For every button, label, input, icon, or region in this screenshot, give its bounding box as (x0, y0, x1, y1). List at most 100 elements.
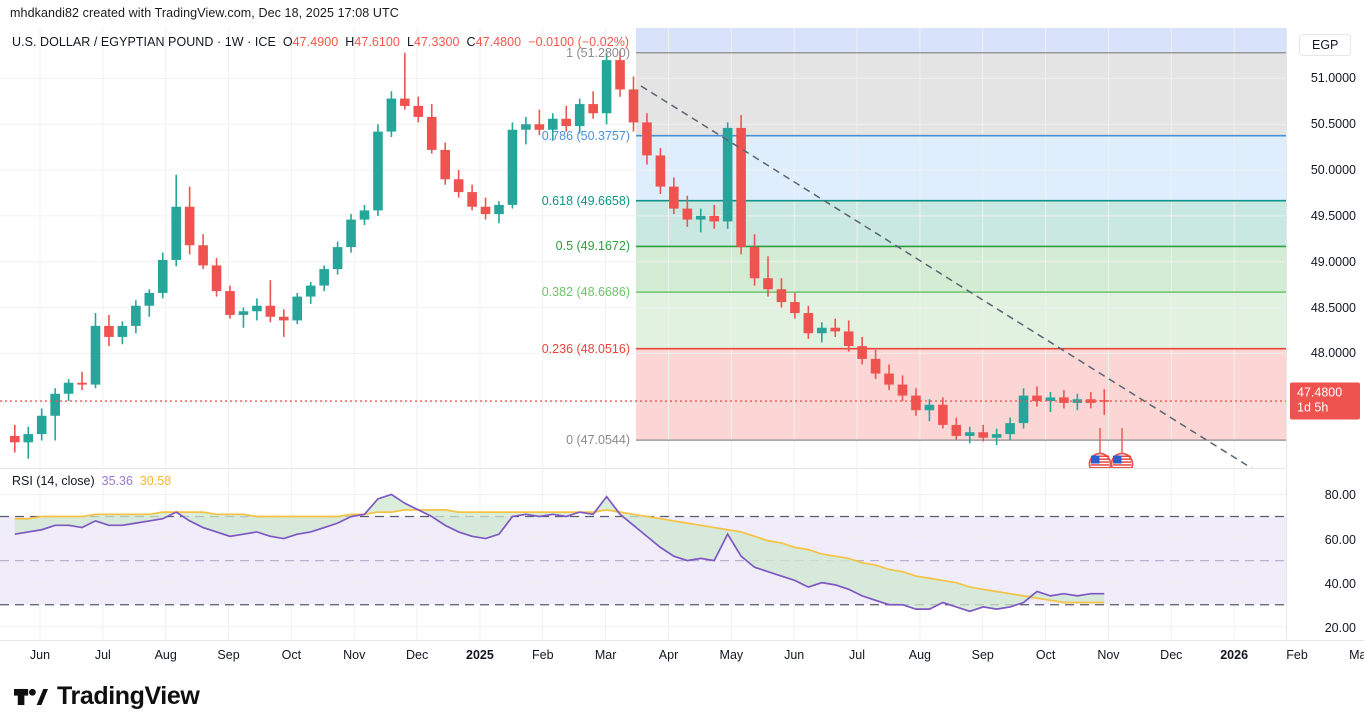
legend-interval[interactable]: 1W (224, 35, 244, 49)
fib-zone-1 (636, 52, 1286, 136)
time-tick-dec: Dec (405, 648, 429, 662)
rsi-ma-fill (14, 494, 1105, 612)
candle (426, 116, 437, 150)
candle (1072, 399, 1083, 403)
legend-close-value: 47.4800 (475, 35, 522, 49)
time-tick-feb: Feb (1286, 648, 1308, 662)
time-tick-jun: Jun (784, 648, 805, 662)
rsi-legend: RSI (14, close) 35.36 30.58 (12, 474, 171, 488)
price-plot (0, 28, 1286, 468)
candle (373, 131, 383, 211)
fib-label-0-382: 0.382 (48.6686) (541, 285, 630, 300)
candle (736, 127, 746, 248)
fib-label-1: 1 (51.2800) (566, 45, 630, 60)
current-price-badge[interactable]: 47.4800 1d 5h (1290, 382, 1360, 420)
candle (817, 327, 827, 334)
candle (171, 206, 181, 260)
candle (10, 435, 20, 443)
candle (225, 291, 235, 315)
time-tick-jul: Jul (94, 648, 111, 662)
time-tick-sep: Sep (217, 648, 240, 662)
candle (494, 204, 504, 215)
time-tick-may: May (719, 648, 744, 662)
time-tick-feb: Feb (532, 648, 554, 662)
pane-divider[interactable] (0, 468, 1286, 469)
candle (480, 206, 491, 215)
candle (722, 127, 733, 222)
rsi-scale[interactable]: 80.00 60.00 40.00 20.00 (1286, 469, 1364, 640)
time-tick-2026: 2026 (1220, 648, 1249, 662)
tradingview-logo[interactable]: TradingView (14, 682, 200, 711)
candle (211, 265, 222, 292)
candle (292, 296, 303, 321)
fib-zone-6 (636, 348, 1286, 441)
price-tick-0: 51.0000 (1310, 71, 1356, 86)
tradingview-mark-icon (14, 688, 48, 705)
candle (763, 278, 773, 290)
legend-symbol[interactable]: U.S. DOLLAR / EGYPTIAN POUND (12, 35, 214, 49)
price-tick-6: 48.0000 (1310, 346, 1356, 361)
candle (400, 98, 410, 106)
candle (453, 179, 464, 193)
candle (938, 404, 948, 425)
time-tick-aug: Aug (154, 648, 177, 662)
candle (588, 104, 598, 114)
currency-label[interactable]: EGP (1299, 34, 1352, 56)
candle (749, 247, 760, 279)
candle (682, 208, 693, 220)
price-pane[interactable]: U.S. DOLLAR / EGYPTIAN POUND · 1W · ICE … (0, 28, 1286, 468)
candle (574, 104, 585, 127)
legend-open-label: O (282, 35, 293, 49)
candle (830, 327, 841, 332)
candle (964, 432, 975, 436)
price-tick-1: 50.5000 (1310, 117, 1356, 132)
candle (803, 313, 814, 334)
time-tick-jun: Jun (29, 648, 51, 662)
price-tick-3: 49.5000 (1310, 208, 1356, 223)
rsi-line (14, 493, 1105, 613)
legend-close-label: C (466, 35, 476, 49)
time-tick-mar: Mar (1349, 648, 1364, 662)
rsi-plot (0, 468, 1286, 640)
fib-zone-3 (636, 200, 1286, 247)
fib-label-0-786: 0.786 (50.3757) (541, 128, 630, 143)
candle (790, 302, 800, 314)
candle (265, 305, 276, 317)
legend-high-label: H (345, 35, 355, 49)
price-scale[interactable]: EGP 51.0000 50.5000 50.0000 49.5000 49.0000 4… (1286, 28, 1364, 468)
candle (857, 346, 867, 359)
time-axis[interactable]: Jun Jul Aug Sep Oct Nov Dec 2025 Feb Mar Apr May Jun… (0, 640, 1364, 670)
candle (279, 316, 289, 321)
candle (104, 325, 114, 337)
candle (870, 358, 881, 374)
time-tick-nov: Nov (1097, 648, 1120, 662)
candle (198, 245, 208, 266)
candle (951, 424, 962, 436)
candle (359, 210, 370, 220)
candle (346, 219, 356, 248)
candle (413, 105, 424, 117)
candle (991, 434, 1002, 438)
price-tick-4: 49.0000 (1310, 254, 1356, 269)
fib-label-0: 0 (47.0544) (566, 433, 630, 448)
time-tick-aug: Aug (908, 648, 932, 662)
candle (1032, 395, 1042, 402)
rsi-pane[interactable]: RSI (14, close) 35.36 30.58 (0, 468, 1286, 640)
candle (77, 382, 87, 385)
rsi-legend-title[interactable]: RSI (14, close) (12, 474, 95, 488)
rsi-tick-0: 80.00 (1324, 488, 1356, 503)
footer: TradingView (0, 672, 1364, 725)
candle (319, 269, 329, 286)
legend-exchange: ICE (254, 35, 276, 49)
candle (534, 124, 545, 130)
fib-zone-4 (636, 246, 1286, 293)
fib-zone-2 (636, 135, 1286, 201)
current-price-value: 47.4800 (1297, 385, 1343, 400)
rsi-ma-line (14, 509, 1105, 604)
candle (521, 124, 531, 130)
candle (131, 305, 141, 326)
time-tick-oct: Oct (281, 648, 302, 662)
candle (252, 305, 262, 312)
fib-zone-5 (636, 292, 1286, 349)
